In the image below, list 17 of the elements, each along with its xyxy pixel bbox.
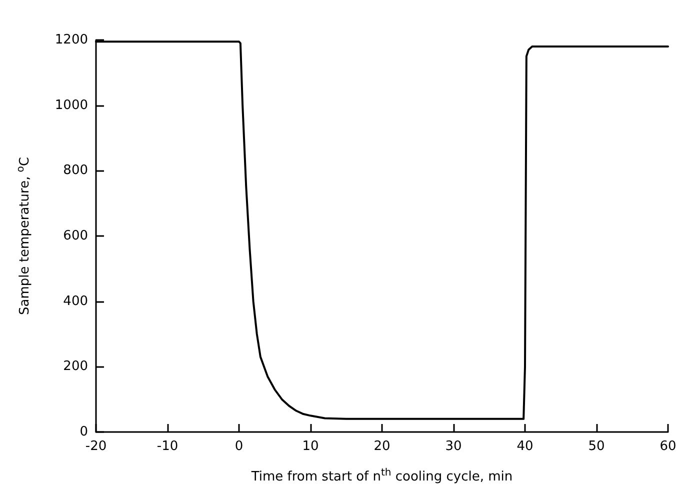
y-tick-label: 1200 bbox=[54, 32, 88, 48]
y-tick-label: 400 bbox=[63, 294, 88, 309]
y-tick-label: 200 bbox=[63, 359, 88, 374]
x-tick-label: 60 bbox=[660, 439, 676, 454]
x-tick-label: -20 bbox=[85, 439, 107, 454]
y-tick-label: 600 bbox=[63, 228, 88, 244]
y-tick-label: 0 bbox=[80, 424, 88, 440]
x-tick-label: 50 bbox=[588, 439, 605, 454]
y-axis-title: Sample temperature, oC bbox=[16, 156, 32, 316]
y-tick-label: 800 bbox=[63, 163, 88, 178]
x-tick-label: 40 bbox=[516, 439, 534, 454]
x-tick-label: 20 bbox=[374, 439, 390, 454]
x-tick-label: 30 bbox=[445, 439, 462, 454]
y-tick-label: 1000 bbox=[54, 98, 88, 113]
x-tick-label: 0 bbox=[234, 439, 244, 454]
x-tick-label: 10 bbox=[302, 439, 319, 454]
x-tick-label: -10 bbox=[156, 439, 178, 454]
